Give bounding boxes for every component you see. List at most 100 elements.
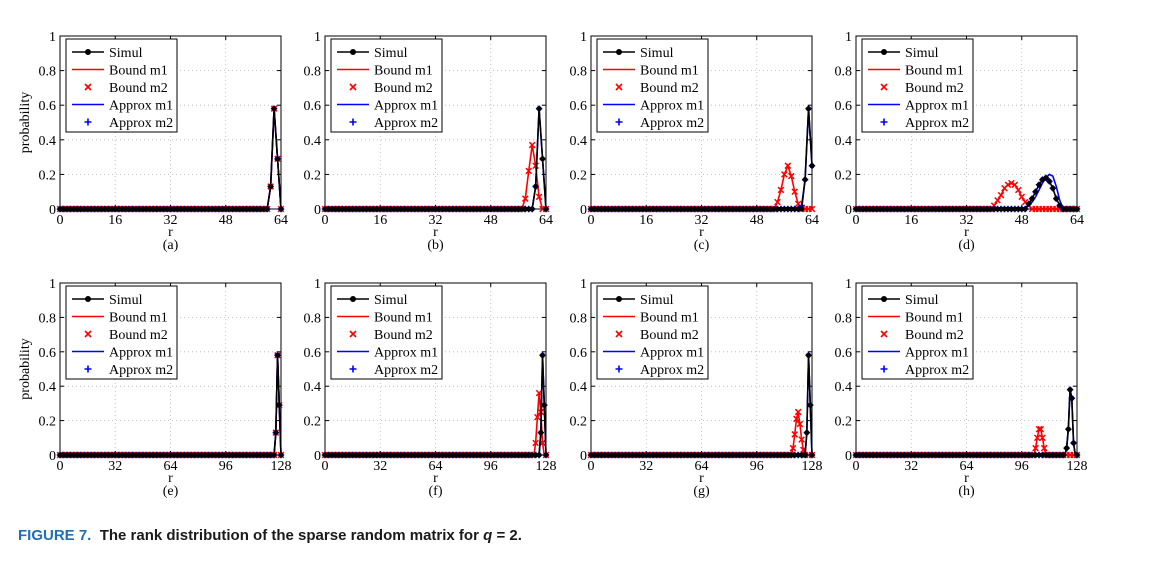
data-point-simul — [273, 430, 279, 436]
legend-approx-m2-marker — [349, 365, 357, 373]
data-point-simul — [538, 430, 544, 436]
legend-approx-m2-marker — [349, 118, 357, 126]
data-point-simul — [271, 106, 277, 112]
caption-label: FIGURE 7. — [18, 527, 92, 544]
data-point-bound-m2 — [794, 408, 802, 416]
x-tick-label: 16 — [108, 213, 122, 228]
data-point-simul — [1032, 189, 1039, 195]
legend-approx-m2-label: Approx m2 — [640, 363, 704, 378]
chart-panel-3: 0 0.2 0.4 0.6 0.8 1 0 16 32 48 64 r(c) Simul Bound m1… — [570, 30, 820, 253]
legend-bound-m2-label: Bound m2 — [109, 81, 168, 96]
x-axis-label: r — [964, 471, 969, 486]
legend-bound-m1-label: Bound m1 — [374, 64, 433, 79]
legend-simul-label: Simul — [374, 293, 408, 308]
data-point-simul — [1043, 175, 1049, 181]
data-point-simul — [1036, 182, 1042, 188]
legend-box — [65, 285, 178, 380]
data-point-simul — [529, 206, 535, 212]
legend-approx-m1-label: Approx m1 — [109, 346, 173, 361]
y-tick-label: 0 — [49, 449, 56, 464]
data-point-bound-m2 — [789, 444, 797, 452]
y-tick-label: 0.2 — [835, 168, 853, 183]
data-point-simul — [541, 402, 547, 408]
panel-label: (f) — [429, 484, 443, 499]
legend-approx-m1-label: Approx m1 — [109, 99, 173, 114]
legend-bound-m2-marker — [349, 83, 357, 91]
x-tick-label: 0 — [853, 213, 860, 228]
y-tick-label: 0.2 — [570, 168, 588, 183]
chart-legend: Simul Bound m1 Bound m2 Approx m1 Approx m2 — [596, 38, 709, 133]
x-tick-label: 64 — [164, 459, 178, 474]
legend-approx-m1-label: Approx m1 — [905, 99, 969, 114]
y-tick-label: 0.2 — [304, 415, 322, 430]
legend-approx-m2-label: Approx m2 — [640, 116, 704, 131]
x-tick-label: 0 — [322, 459, 329, 474]
y-tick-label: 0.8 — [570, 65, 588, 80]
data-point-simul — [1074, 452, 1080, 458]
legend-box — [861, 38, 974, 133]
x-tick-label: 32 — [639, 459, 653, 474]
legend-approx-m2-label: Approx m2 — [374, 116, 438, 131]
data-point-bound-m2 — [532, 162, 539, 170]
y-tick-label: 0.4 — [304, 134, 322, 149]
data-point-simul — [1065, 426, 1071, 432]
data-point-bound-m2 — [1037, 425, 1045, 433]
legend-approx-m2-marker — [880, 118, 888, 126]
data-point-bound-m2 — [1033, 434, 1041, 442]
data-point-simul — [1060, 452, 1066, 458]
data-point-simul — [802, 176, 808, 183]
legend-approx-m2-marker — [84, 365, 92, 373]
data-point-bound-m2 — [1039, 434, 1046, 442]
panel-label: (e) — [163, 484, 179, 499]
data-point-simul — [1057, 202, 1063, 209]
y-tick-label: 0.8 — [570, 311, 588, 326]
legend-bound-m1-label: Bound m1 — [640, 311, 699, 326]
x-tick-label: 0 — [853, 459, 860, 474]
data-point-simul — [805, 106, 812, 112]
data-point-bound-m2 — [997, 191, 1005, 199]
panel-label: (g) — [693, 484, 710, 499]
caption-q: q — [483, 527, 493, 544]
y-tick-label: 0.6 — [835, 346, 853, 361]
data-point-simul — [536, 106, 542, 112]
data-point-simul — [807, 402, 813, 408]
y-tick-label: 0.6 — [304, 346, 322, 361]
data-point-bound-m2 — [1032, 444, 1039, 452]
data-point-bound-m2 — [534, 413, 541, 421]
legend-approx-m2-marker — [880, 365, 888, 373]
legend-bound-m2-marker — [349, 330, 357, 338]
x-tick-label: 0 — [57, 459, 64, 474]
data-point-bound-m2 — [798, 436, 805, 443]
legend-bound-m1-label: Bound m1 — [374, 311, 433, 326]
data-point-simul — [1050, 185, 1056, 191]
x-tick-label: 0 — [322, 213, 329, 228]
legend-approx-m1-label: Approx m1 — [905, 346, 969, 361]
legend-simul-marker — [616, 49, 622, 55]
y-tick-label: 0.4 — [304, 380, 322, 395]
y-tick-label: 0.4 — [570, 134, 588, 149]
y-tick-label: 0.8 — [304, 311, 322, 326]
legend-bound-m2-label: Bound m2 — [905, 328, 964, 343]
legend-approx-m1-label: Approx m1 — [374, 99, 438, 114]
data-point-simul — [1022, 206, 1028, 212]
y-tick-label: 0.2 — [835, 415, 853, 430]
data-point-bound-m2 — [791, 188, 799, 196]
x-axis-label: r — [168, 225, 173, 240]
x-tick-label: 128 — [536, 459, 557, 474]
legend-bound-m2-marker — [615, 330, 623, 338]
y-tick-label: 0.4 — [835, 380, 853, 395]
x-axis-label: r — [964, 225, 969, 240]
chart-panel-2: 0 0.2 0.4 0.6 0.8 1 0 16 32 48 64 r(b) Simul Bound m1… — [304, 30, 554, 253]
y-tick-label: 0.2 — [39, 415, 57, 430]
chart-legend: Simul Bound m1 Bound m2 Approx m1 Approx m2 — [861, 38, 974, 133]
y-tick-label: 0.6 — [835, 99, 853, 114]
x-tick-label: 48 — [219, 213, 233, 228]
y-tick-label: 0.4 — [835, 134, 853, 149]
x-tick-label: 32 — [904, 459, 918, 474]
legend-bound-m1-label: Bound m1 — [109, 311, 168, 326]
data-point-bound-m2 — [994, 197, 1001, 204]
legend-bound-m1-label: Bound m1 — [905, 64, 964, 79]
y-tick-label: 1 — [580, 30, 587, 45]
x-axis-label: r — [168, 471, 173, 486]
legend-bound-m2-label: Bound m2 — [640, 81, 699, 96]
